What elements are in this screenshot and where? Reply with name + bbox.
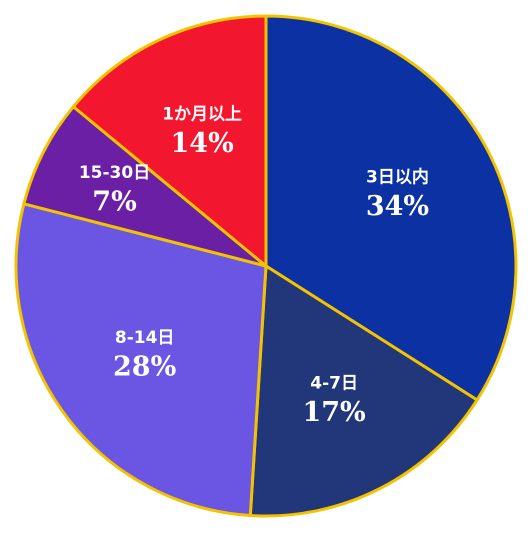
slice-value-label: 17% <box>302 397 365 428</box>
slice-value-label: 28% <box>113 352 176 383</box>
pie-slice <box>71 14 268 268</box>
slice-label: 3日以内 <box>366 167 429 188</box>
slice-label: 8-14日 <box>115 328 175 348</box>
slice-label: 15-30日 <box>79 163 150 183</box>
pie-slice <box>22 105 268 268</box>
slice-label: 4-7日 <box>310 374 358 394</box>
slice-value-label: 7% <box>92 186 136 217</box>
slice-label: 1か月以上 <box>162 104 242 124</box>
slice-value-label: 34% <box>366 191 429 222</box>
pie-slice <box>14 202 268 518</box>
slice-value-label: 14% <box>171 128 234 159</box>
pie-slice <box>248 264 479 518</box>
